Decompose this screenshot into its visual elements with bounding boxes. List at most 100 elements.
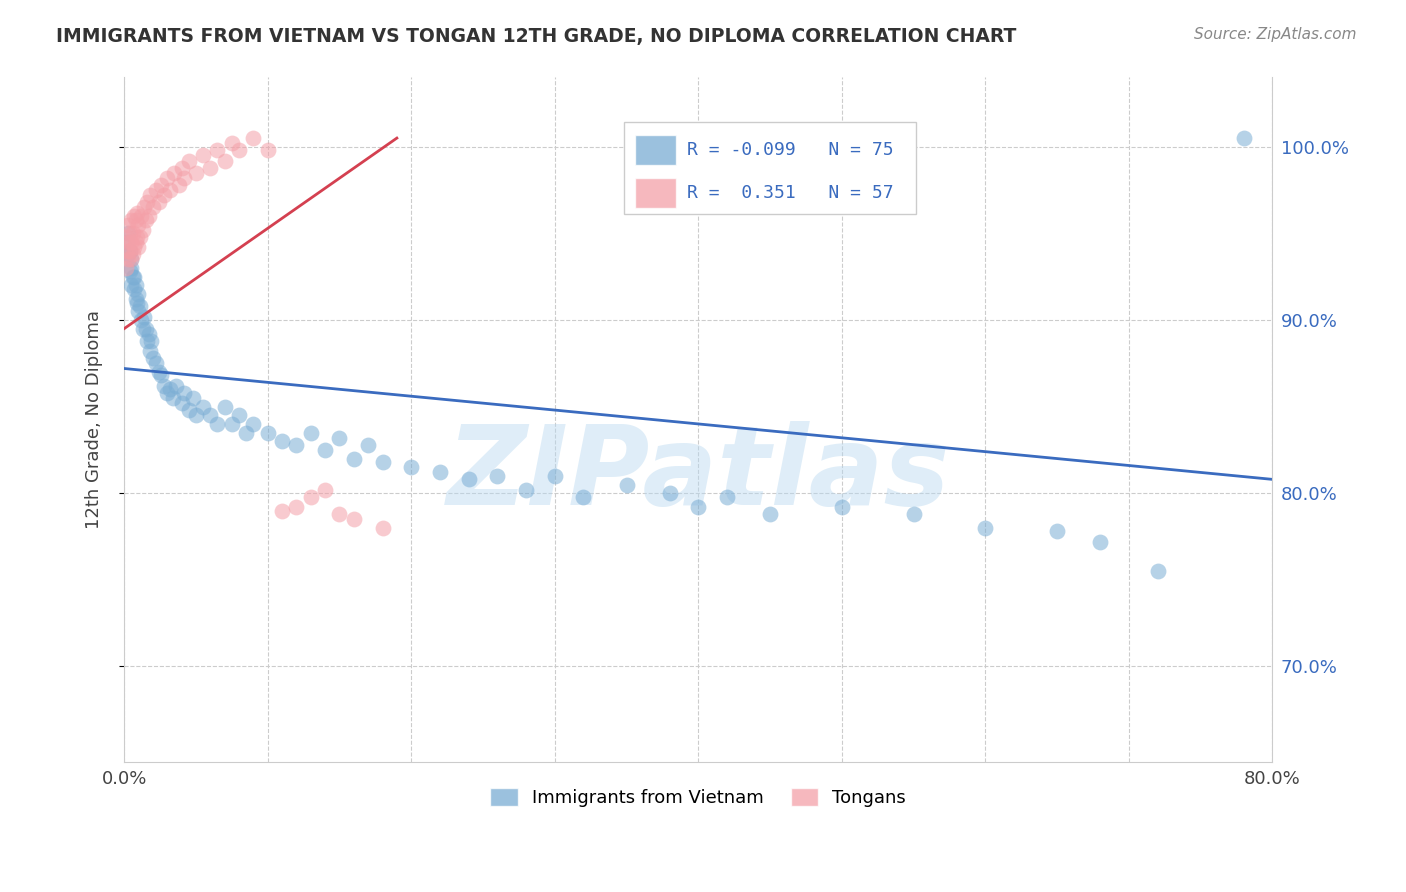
Point <box>1146 564 1168 578</box>
Point <box>242 131 264 145</box>
Point <box>299 490 322 504</box>
Point <box>129 230 152 244</box>
Point <box>135 321 157 335</box>
Point <box>124 292 146 306</box>
Point <box>486 469 509 483</box>
Point <box>256 143 278 157</box>
Point <box>191 148 214 162</box>
Point <box>148 195 170 210</box>
Point <box>118 227 141 241</box>
Point <box>118 244 141 258</box>
FancyBboxPatch shape <box>636 178 676 208</box>
Point <box>544 469 567 483</box>
Point <box>1046 524 1069 539</box>
Point <box>242 417 264 431</box>
Point <box>200 409 222 423</box>
Text: IMMIGRANTS FROM VIETNAM VS TONGAN 12TH GRADE, NO DIPLOMA CORRELATION CHART: IMMIGRANTS FROM VIETNAM VS TONGAN 12TH G… <box>56 27 1017 45</box>
Point <box>120 212 142 227</box>
Point <box>122 209 145 223</box>
Point <box>127 287 149 301</box>
Point <box>156 170 179 185</box>
Point <box>127 218 149 232</box>
Point <box>135 212 157 227</box>
Point <box>285 500 308 514</box>
Point <box>343 512 366 526</box>
Point <box>124 235 146 249</box>
Point <box>120 235 142 249</box>
Point <box>1090 534 1112 549</box>
Point <box>153 188 176 202</box>
Point <box>122 282 145 296</box>
Point <box>515 483 537 497</box>
Point <box>138 326 160 341</box>
Point <box>974 521 997 535</box>
Point <box>115 235 138 249</box>
Point <box>271 503 294 517</box>
Point <box>125 230 148 244</box>
Point <box>191 400 214 414</box>
Point <box>117 218 139 232</box>
Point <box>357 438 380 452</box>
Point <box>132 223 155 237</box>
Point <box>688 500 710 514</box>
Point <box>131 313 153 327</box>
Point <box>136 334 159 348</box>
Point <box>214 153 236 168</box>
Point <box>328 431 350 445</box>
Point <box>114 260 136 275</box>
Legend: Immigrants from Vietnam, Tongans: Immigrants from Vietnam, Tongans <box>484 780 914 814</box>
Point <box>150 178 173 192</box>
Point <box>156 385 179 400</box>
Point <box>658 486 681 500</box>
Point <box>120 252 142 267</box>
Point <box>145 356 167 370</box>
Point <box>759 507 782 521</box>
Point <box>134 310 156 324</box>
Text: ZIPatlas: ZIPatlas <box>447 421 950 528</box>
Point <box>170 161 193 175</box>
Point <box>121 227 143 241</box>
Point <box>125 295 148 310</box>
Point <box>228 409 250 423</box>
Point <box>299 425 322 440</box>
Point <box>115 230 138 244</box>
Text: R = -0.099   N = 75: R = -0.099 N = 75 <box>686 141 893 159</box>
Point <box>120 260 142 275</box>
Point <box>207 143 229 157</box>
Point <box>228 143 250 157</box>
FancyBboxPatch shape <box>636 135 676 165</box>
Point <box>136 195 159 210</box>
Point <box>153 379 176 393</box>
Point <box>142 200 165 214</box>
Point <box>173 385 195 400</box>
Point <box>122 240 145 254</box>
Point <box>173 170 195 185</box>
Point <box>184 166 207 180</box>
Point <box>831 500 853 514</box>
Point <box>314 483 336 497</box>
Point <box>131 209 153 223</box>
Point <box>165 379 187 393</box>
Point <box>221 417 243 431</box>
Point <box>139 344 162 359</box>
Point <box>903 507 925 521</box>
Text: R =  0.351   N = 57: R = 0.351 N = 57 <box>686 184 893 202</box>
Point <box>285 438 308 452</box>
Point <box>170 396 193 410</box>
Point <box>159 183 181 197</box>
Point <box>271 434 294 449</box>
Point <box>207 417 229 431</box>
Point <box>145 183 167 197</box>
Point <box>124 212 146 227</box>
Point <box>139 188 162 202</box>
Point <box>118 264 141 278</box>
Point <box>148 365 170 379</box>
Point <box>159 382 181 396</box>
Point <box>141 334 163 348</box>
Point <box>457 472 479 486</box>
Point <box>214 400 236 414</box>
Point <box>167 178 190 192</box>
Point <box>117 235 139 249</box>
Point <box>256 425 278 440</box>
Point <box>572 490 595 504</box>
